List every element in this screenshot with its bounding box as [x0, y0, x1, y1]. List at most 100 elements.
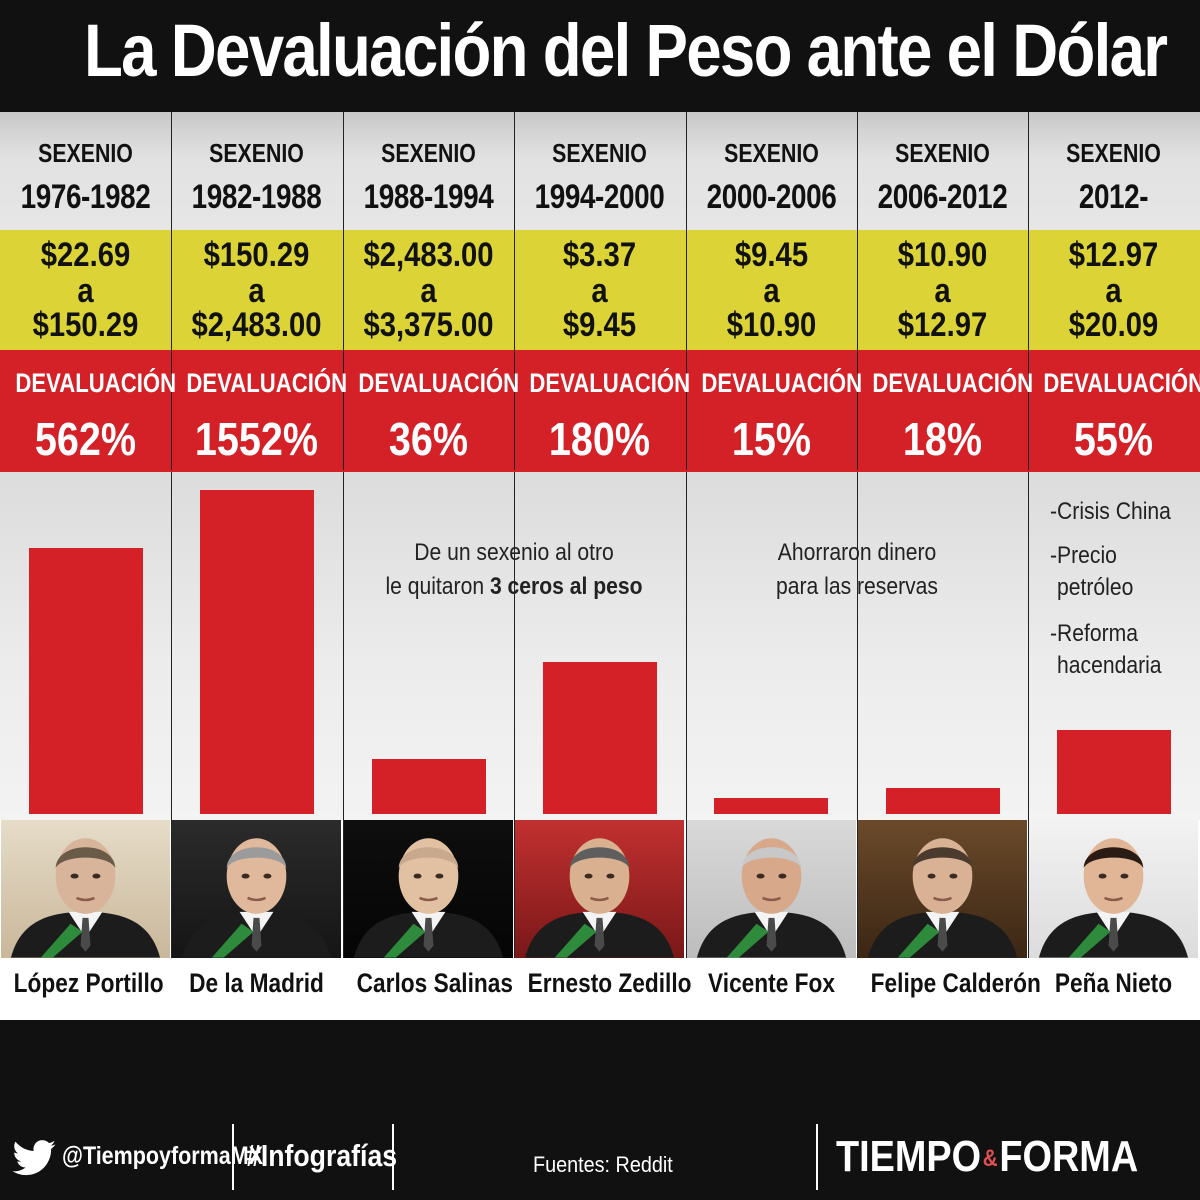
sexenio-years: 2012- [1078, 178, 1149, 216]
rate-from: $22.69 [40, 236, 131, 274]
annotation-fox-calderon: Ahorraron dinero para las reservas [707, 536, 1008, 604]
annotation-pena-item: -Crisis China [1050, 498, 1171, 525]
devaluation-band [0, 350, 1200, 472]
sexenio-years: 1976-1982 [20, 178, 151, 216]
portrait-ernesto-zedillo [515, 820, 684, 958]
devaluation-label: DEVALUACIÓN [872, 368, 1034, 398]
brand-logo-ampersand: & [982, 1145, 998, 1173]
bar-carlos-salinas [372, 759, 486, 814]
sexenio-label: SEXENIO [1066, 138, 1161, 168]
portrait-de-la-madrid [172, 820, 341, 958]
bar-de-la-madrid [200, 490, 314, 814]
devaluation-label: DEVALUACIÓN [701, 368, 863, 398]
rate-to: $150.29 [32, 306, 139, 344]
footer-divider [816, 1124, 818, 1190]
annotation-pena-item: petróleo [1057, 574, 1134, 601]
rate-connector: a [934, 272, 951, 310]
rate-to: $20.09 [1068, 306, 1159, 344]
portrait-felipe-calder-n [858, 820, 1027, 958]
annotation-pena-item: -Reforma [1050, 620, 1139, 647]
devaluation-value: 1552% [194, 413, 319, 465]
footer [0, 1020, 1200, 1200]
devaluation-label: DEVALUACIÓN [529, 368, 691, 398]
rate-connector: a [1105, 272, 1122, 310]
rate-from: $3.37 [562, 236, 637, 274]
footer-divider [392, 1124, 394, 1190]
president-name: Carlos Salinas [356, 968, 513, 998]
sexenio-label: SEXENIO [724, 138, 819, 168]
rate-connector: a [77, 272, 94, 310]
rate-to: $12.97 [897, 306, 988, 344]
column-divider [171, 472, 172, 958]
column-divider [514, 472, 515, 958]
rate-connector: a [591, 272, 608, 310]
source-credit: Fuentes: Reddit [533, 1152, 673, 1177]
sexenio-label: SEXENIO [895, 138, 990, 168]
devaluation-label: DEVALUACIÓN [1043, 368, 1200, 398]
president-name: Vicente Fox [708, 968, 835, 998]
annotation-salinas-line1: De un sexenio al otro [414, 539, 614, 566]
names-band [0, 958, 1200, 1020]
hashtag[interactable]: #Infografías [246, 1138, 398, 1173]
bar-felipe-calder-n [886, 788, 1000, 814]
rate-from: $10.90 [897, 236, 988, 274]
title-bar: La Devaluación del Peso ante el Dólar [0, 0, 1200, 112]
column-divider [1028, 112, 1029, 470]
rate-from: $2,483.00 [363, 236, 494, 274]
sexenio-years: 2000-2006 [706, 178, 837, 216]
president-name: Felipe Calderón [870, 968, 1041, 998]
portrait-vicente-fox [687, 820, 856, 958]
column-divider [857, 112, 858, 470]
portrait-carlos-salinas [344, 820, 513, 958]
page-title: La Devaluación del Peso ante el Dólar [84, 9, 1168, 92]
brand-logo: TIEMPO&FORMA [836, 1132, 1138, 1182]
devaluation-value: 180% [548, 413, 651, 465]
rate-from: $9.45 [734, 236, 809, 274]
bar-vicente-fox [714, 798, 828, 814]
sexenio-label: SEXENIO [38, 138, 133, 168]
annotation-fox-line1: Ahorraron dinero [777, 539, 937, 566]
column-divider [1028, 472, 1029, 958]
rate-from: $12.97 [1068, 236, 1159, 274]
devaluation-value: 18% [902, 413, 983, 465]
social-handle[interactable]: @TiempoyformaMX [62, 1142, 263, 1170]
devaluation-value: 55% [1073, 413, 1154, 465]
sexenio-years: 1988-1994 [363, 178, 494, 216]
rate-from: $150.29 [203, 236, 310, 274]
sexenio-years: 1994-2000 [534, 178, 665, 216]
devaluation-value: 15% [731, 413, 812, 465]
column-divider [343, 472, 344, 958]
twitter-bird-icon[interactable] [12, 1140, 56, 1176]
sexenio-label: SEXENIO [381, 138, 476, 168]
rate-to: $2,483.00 [191, 306, 322, 344]
annotation-salinas-line2: le quitaron 3 ceros al peso [385, 573, 643, 600]
column-divider [686, 112, 687, 470]
portrait-pe-a-nieto [1029, 820, 1198, 958]
annotation-fox-line2: para las reservas [775, 573, 938, 600]
rate-connector: a [420, 272, 437, 310]
devaluation-value: 562% [34, 413, 137, 465]
brand-logo-right: FORMA [999, 1132, 1139, 1181]
annotation-salinas: De un sexenio al otro le quitaron 3 cero… [364, 536, 665, 604]
bar-pe-a-nieto [1057, 730, 1171, 814]
column-divider [171, 112, 172, 470]
president-name: López Portillo [13, 968, 164, 998]
rate-to: $3,375.00 [363, 306, 494, 344]
exchange-rate-band [0, 230, 1200, 350]
portrait-l-pez-portillo [1, 820, 170, 958]
rate-connector: a [763, 272, 780, 310]
sexenio-label: SEXENIO [552, 138, 647, 168]
column-divider [514, 112, 515, 470]
bar-ernesto-zedillo [543, 662, 657, 814]
president-name: Peña Nieto [1054, 968, 1173, 998]
column-divider [686, 472, 687, 958]
rate-connector: a [248, 272, 265, 310]
annotation-pena-item: -Precio [1050, 542, 1117, 569]
annotation-pena-nieto: -Crisis China -Precio petróleo -Reforma … [1050, 496, 1171, 682]
rate-to: $10.90 [726, 306, 817, 344]
devaluation-value: 36% [388, 413, 469, 465]
column-divider [857, 472, 858, 958]
rate-to: $9.45 [562, 306, 637, 344]
footer-divider [232, 1124, 234, 1190]
president-name: Ernesto Zedillo [527, 968, 692, 998]
